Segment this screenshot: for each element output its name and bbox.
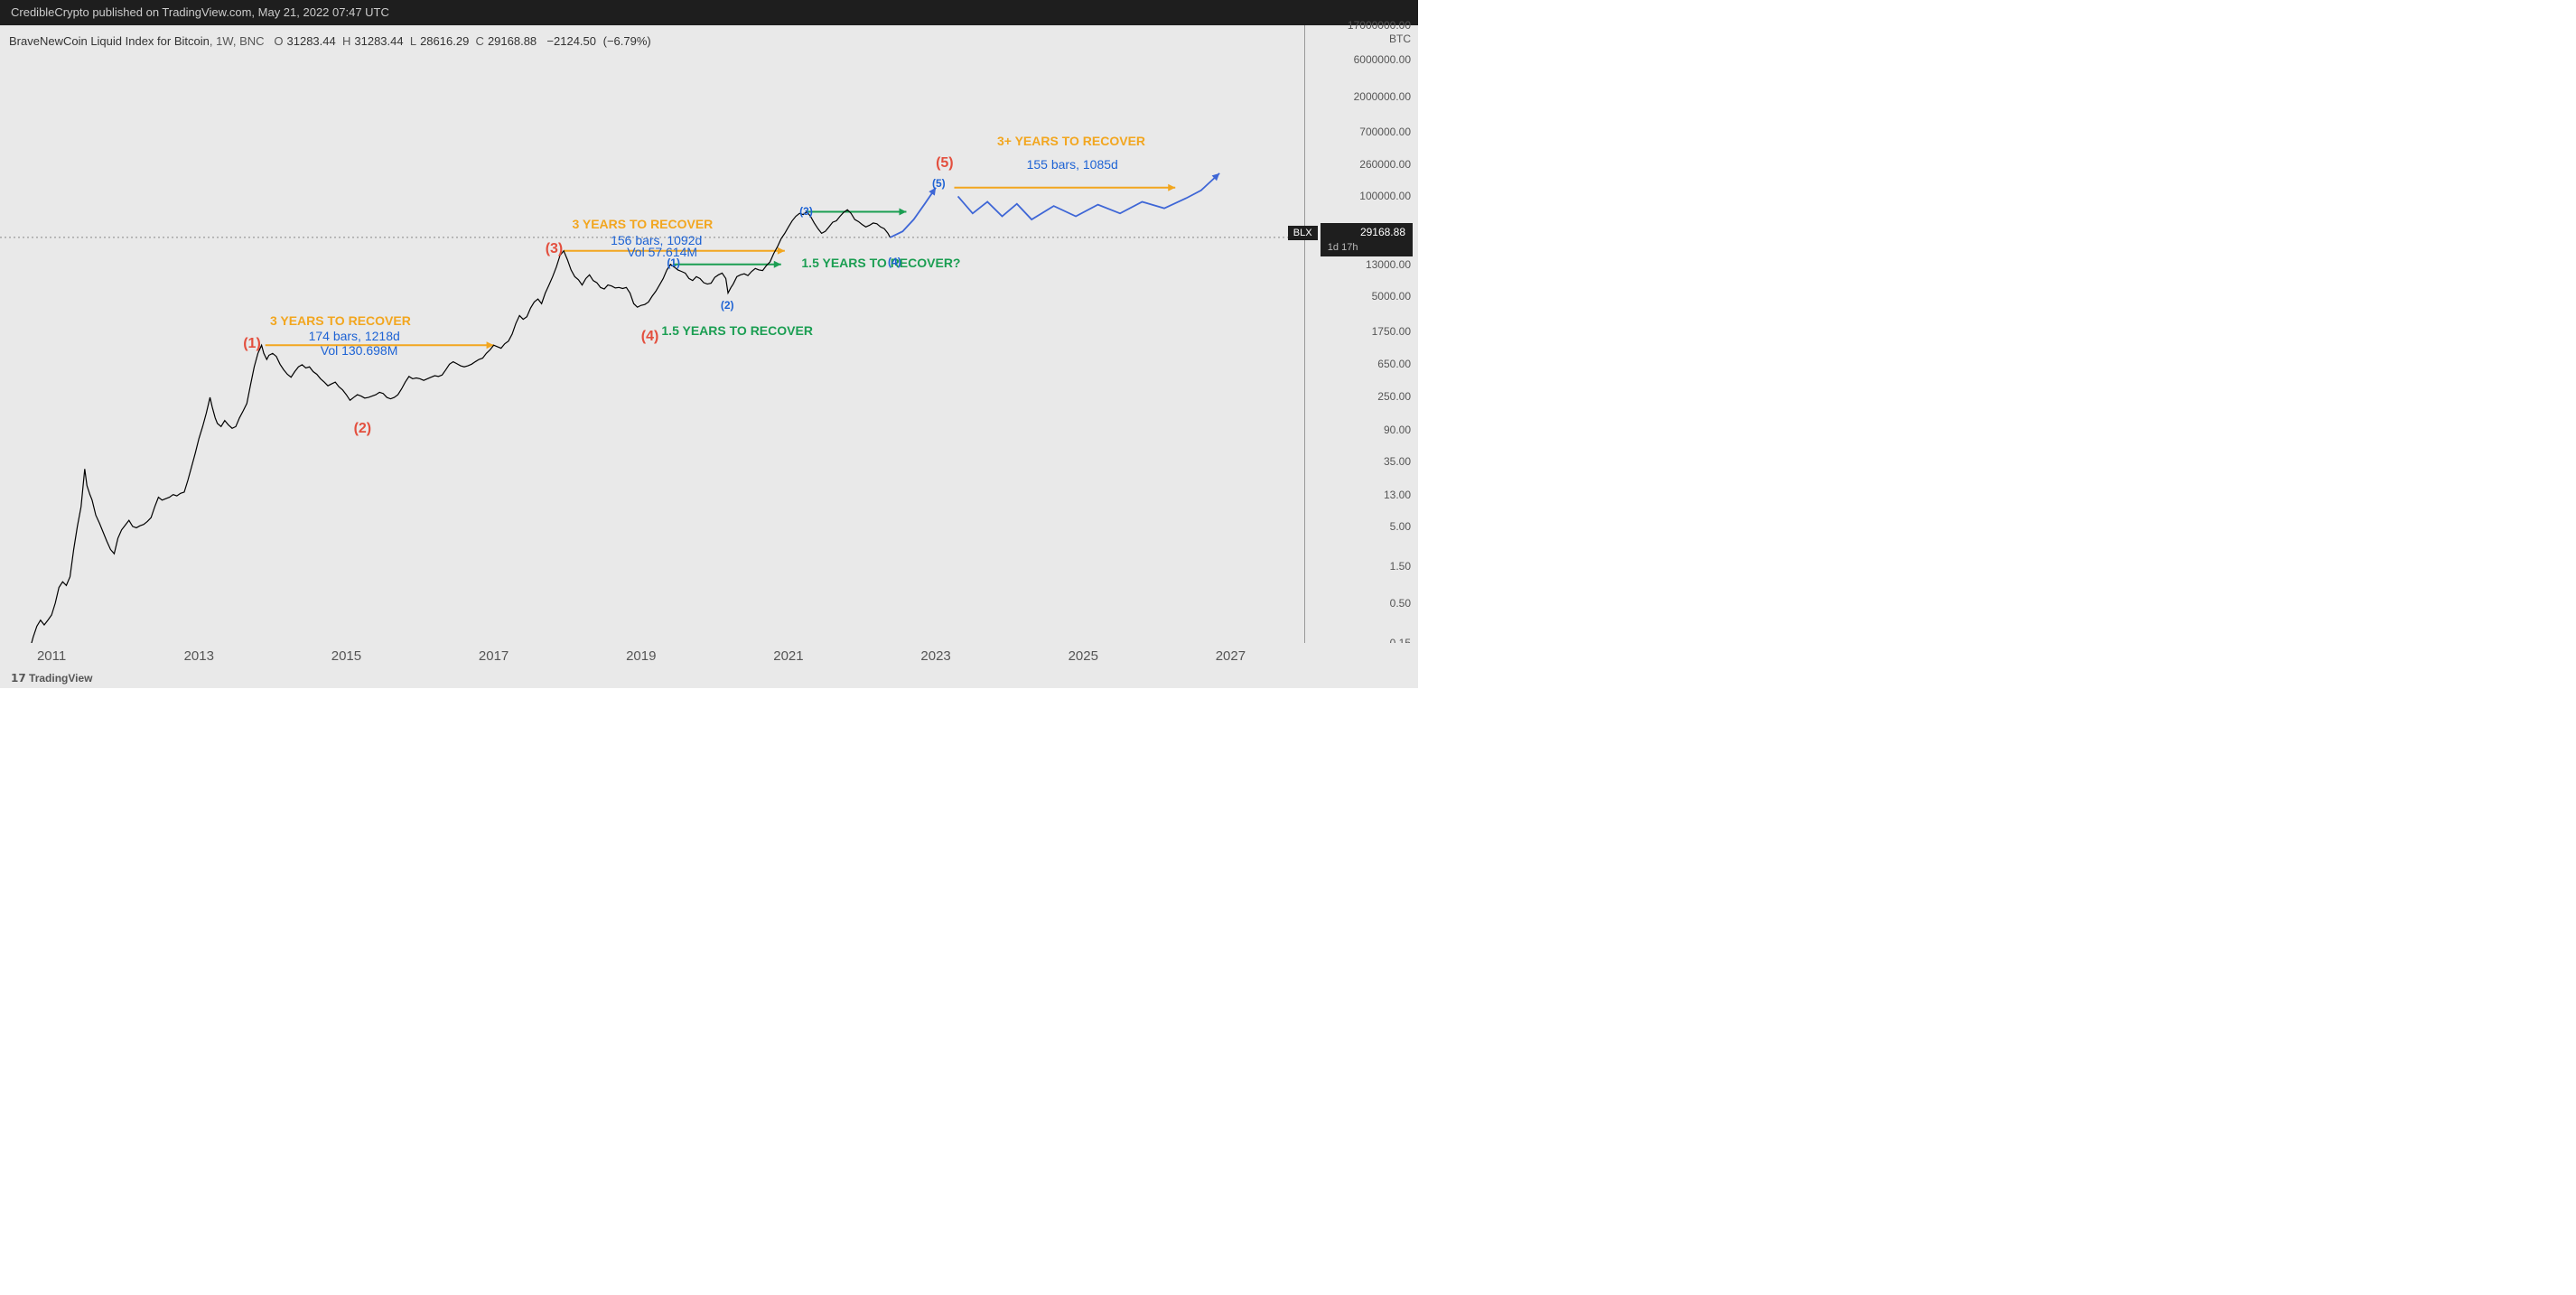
exchange: BNC bbox=[239, 34, 264, 48]
y-tick: 650.00 bbox=[1377, 358, 1411, 370]
wave-label: (5) bbox=[936, 155, 954, 172]
y-tick: 17000000.00 bbox=[1348, 19, 1411, 32]
chart-annotation: 155 bars, 1085d bbox=[1027, 157, 1118, 172]
ohlc-open: 31283.44 bbox=[287, 34, 336, 48]
wave-label: (2) bbox=[354, 421, 372, 437]
chart-annotation: 3 YEARS TO RECOVER bbox=[270, 313, 411, 328]
wave-label: (1) bbox=[667, 256, 680, 269]
symbol-badge: BLX bbox=[1288, 226, 1318, 240]
chart-annotation: 1.5 YEARS TO RECOVER bbox=[661, 323, 813, 338]
wave-label: (4) bbox=[641, 329, 659, 345]
brand-footer: 𝟭𝟳 TradingView bbox=[11, 672, 93, 685]
ohlc-high: 31283.44 bbox=[354, 34, 403, 48]
x-tick: 2025 bbox=[1069, 648, 1098, 664]
ohlc-change-pct: (−6.79%) bbox=[603, 34, 651, 48]
y-tick: 2000000.00 bbox=[1354, 90, 1411, 103]
chart-container: BraveNewCoin Liquid Index for Bitcoin, 1… bbox=[0, 25, 1418, 668]
y-tick: 250.00 bbox=[1377, 390, 1411, 403]
chart-annotation: 3 YEARS TO RECOVER bbox=[572, 217, 713, 231]
last-price-value: 29168.88 bbox=[1360, 226, 1405, 238]
chart-annotation: Vol 130.698M bbox=[321, 343, 398, 358]
y-tick: 1.50 bbox=[1390, 560, 1411, 573]
symbol-name: BraveNewCoin Liquid Index for Bitcoin bbox=[9, 34, 210, 48]
ohlc-change: −2124.50 bbox=[546, 34, 596, 48]
publish-header: CredibleCrypto published on TradingView.… bbox=[0, 0, 1418, 25]
y-tick: 13.00 bbox=[1384, 489, 1411, 501]
symbol-info-bar: BraveNewCoin Liquid Index for Bitcoin, 1… bbox=[9, 34, 651, 48]
wave-label: (5) bbox=[932, 177, 946, 190]
x-tick: 2019 bbox=[626, 648, 656, 664]
brand-text: TradingView bbox=[29, 672, 92, 685]
y-tick: 6000000.00 bbox=[1354, 53, 1411, 66]
chart-area[interactable]: BraveNewCoin Liquid Index for Bitcoin, 1… bbox=[0, 25, 1304, 668]
chart-svg bbox=[0, 25, 1304, 668]
y-tick: 5.00 bbox=[1390, 520, 1411, 533]
ohlc-low: 28616.29 bbox=[420, 34, 469, 48]
x-tick: 2027 bbox=[1216, 648, 1246, 664]
y-tick: 13000.00 bbox=[1366, 258, 1411, 271]
y-tick: 5000.00 bbox=[1372, 290, 1411, 303]
x-tick: 2015 bbox=[331, 648, 361, 664]
x-tick: 2011 bbox=[37, 648, 66, 664]
x-tick: 2023 bbox=[920, 648, 950, 664]
x-tick: 2021 bbox=[773, 648, 803, 664]
y-tick: 260000.00 bbox=[1359, 158, 1411, 171]
y-axis-unit: BTC bbox=[1389, 33, 1411, 45]
y-tick: 700000.00 bbox=[1359, 126, 1411, 138]
chart-annotation: 3+ YEARS TO RECOVER bbox=[997, 134, 1145, 148]
price-axis[interactable]: BTC 17000000.006000000.002000000.0070000… bbox=[1304, 25, 1418, 668]
y-tick: 35.00 bbox=[1384, 455, 1411, 468]
y-tick: 100000.00 bbox=[1359, 190, 1411, 202]
chart-annotation: Vol 57.614M bbox=[627, 245, 697, 259]
x-tick: 2017 bbox=[479, 648, 509, 664]
chart-annotation: 174 bars, 1218d bbox=[309, 329, 400, 343]
y-tick: 0.50 bbox=[1390, 597, 1411, 610]
wave-label: (4) bbox=[888, 256, 901, 268]
x-tick: 2013 bbox=[184, 648, 214, 664]
tv-logo-icon: 𝟭𝟳 bbox=[11, 672, 26, 685]
last-price-tag: BLX 29168.88 1d 17h bbox=[1321, 223, 1413, 256]
wave-label: (3) bbox=[546, 241, 564, 257]
wave-label: (1) bbox=[243, 336, 261, 352]
y-tick: 90.00 bbox=[1384, 424, 1411, 436]
interval: 1W bbox=[216, 34, 233, 48]
ohlc-close: 29168.88 bbox=[488, 34, 537, 48]
chart-annotation: 1.5 YEARS TO RECOVER? bbox=[801, 256, 960, 270]
wave-label: (3) bbox=[799, 205, 813, 218]
time-axis[interactable]: 2011 2013 2015 2017 2019 2021 2023 2025 2027 𝟭𝟳 … bbox=[0, 643, 1418, 688]
wave-label: (2) bbox=[721, 299, 734, 312]
publish-text: CredibleCrypto published on TradingView.… bbox=[11, 5, 389, 19]
y-tick: 1750.00 bbox=[1372, 325, 1411, 338]
countdown: 1d 17h bbox=[1328, 242, 1358, 253]
